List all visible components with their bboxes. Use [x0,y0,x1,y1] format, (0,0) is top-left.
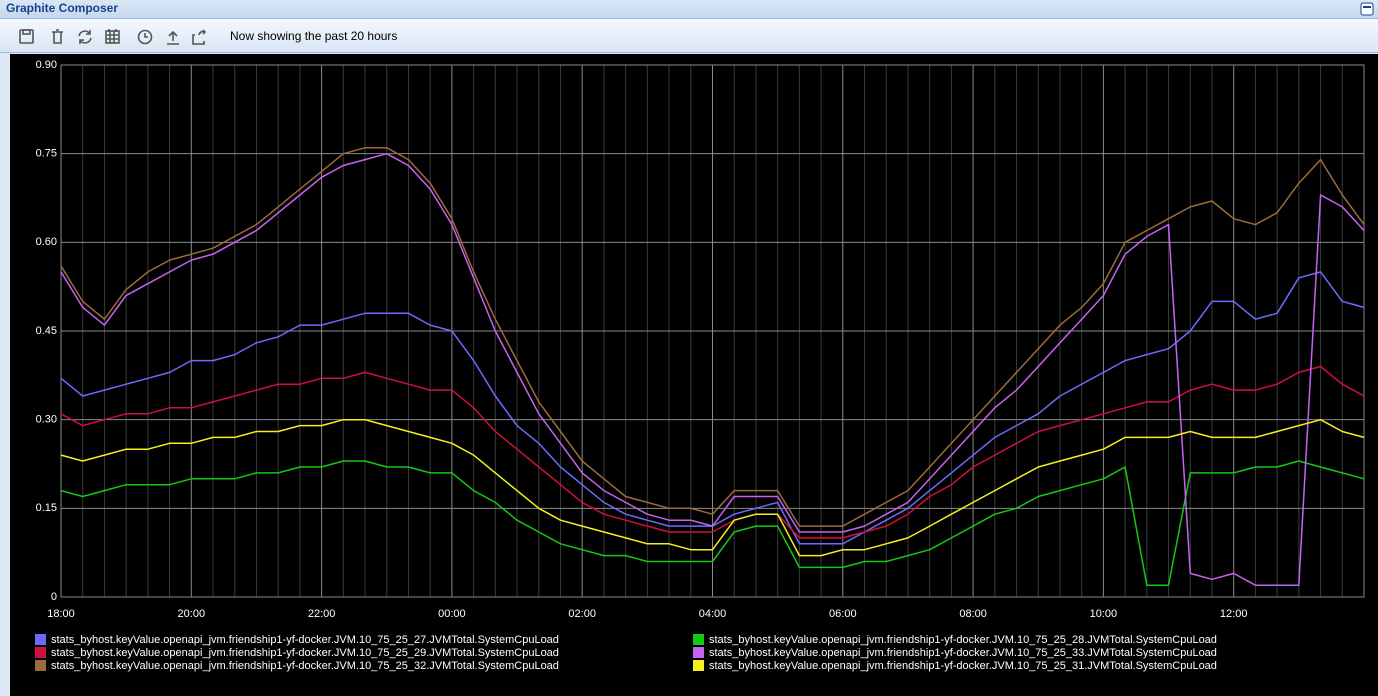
x-tick-label: 08:00 [959,608,987,620]
x-tick-label: 02:00 [568,608,596,620]
plot-frame [60,64,1365,598]
toolbar-icons [19,25,221,47]
upload-button[interactable] [167,30,179,45]
legend-label: stats_byhost.keyValue.openapi_jvm.friend… [709,647,1217,659]
chart: 18:00 20:00 22:00 00:00 02:00 04:00 06:00 08:00… [10,54,1378,696]
time-button[interactable] [137,29,153,45]
legend-swatch [35,634,46,645]
refresh-button[interactable] [78,30,92,44]
legend-swatch [35,660,46,671]
x-tick-label: 10:00 [1090,608,1118,620]
legend-label: stats_byhost.keyValue.openapi_jvm.friend… [51,660,559,672]
legend-label: stats_byhost.keyValue.openapi_jvm.friend… [709,634,1217,646]
toolbar: Now showing the past 20 hours [0,19,1378,53]
legend-swatch [693,660,704,671]
x-tick-label: 00:00 [438,608,466,620]
legend-swatch [35,647,46,658]
legend-label: stats_byhost.keyValue.openapi_jvm.friend… [709,660,1217,672]
x-tick-label: 04:00 [699,608,727,620]
minimize-button[interactable] [1360,2,1374,16]
x-tick-label: 18:00 [47,608,75,620]
series-line [60,152,1365,586]
x-tick-label: 20:00 [178,608,206,620]
window-title: Graphite Composer [6,1,119,15]
y-tick-label: 0 [51,591,57,603]
legend-label: stats_byhost.keyValue.openapi_jvm.friend… [51,647,559,659]
y-tick-label: 0.60 [36,236,57,248]
save-button[interactable] [19,29,34,44]
window-header: Graphite Composer [0,0,1378,19]
y-tick-label: 0.30 [36,414,57,426]
x-tick-label: 22:00 [308,608,336,620]
series-line [60,418,1365,557]
y-tick-label: 0.90 [36,59,57,71]
share-button[interactable] [192,29,207,45]
x-tick-label: 06:00 [829,608,857,620]
legend-label: stats_byhost.keyValue.openapi_jvm.friend… [51,634,559,646]
calendar-button[interactable] [105,29,120,44]
status-text: Now showing the past 20 hours [230,29,398,43]
y-tick-label: 0.75 [36,148,57,160]
y-tick-label: 0.45 [36,325,57,337]
delete-button[interactable] [52,29,63,44]
legend-swatch [693,634,704,645]
series-line [60,147,1365,527]
x-tick-label: 12:00 [1220,608,1248,620]
chart-background [10,54,1378,696]
y-tick-label: 0.15 [36,502,57,514]
series-line [60,365,1365,539]
series-line [60,460,1365,586]
legend-swatch [693,647,704,658]
